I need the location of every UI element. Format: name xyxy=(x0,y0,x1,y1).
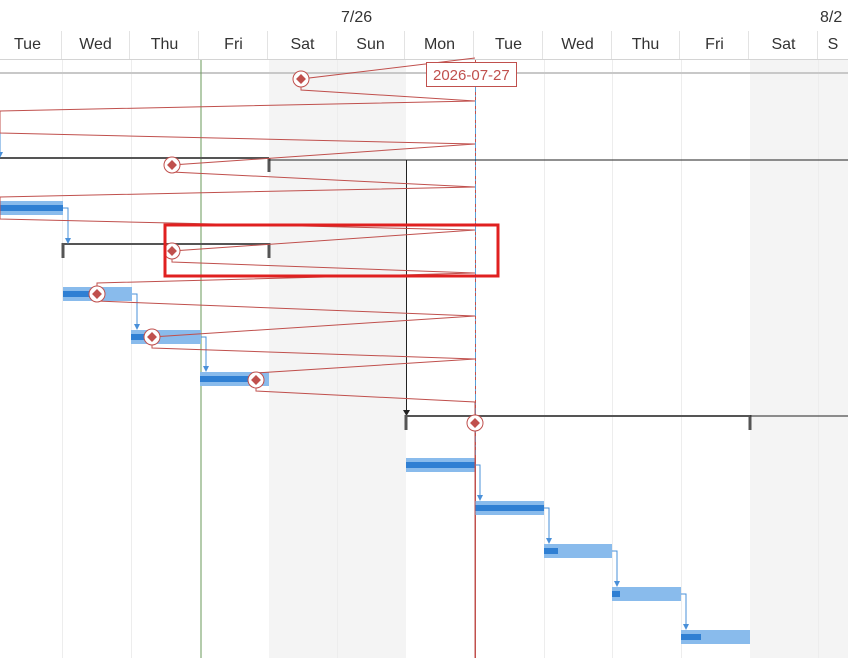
day-header: S xyxy=(827,36,839,53)
dependency-link xyxy=(132,293,138,324)
task-progress xyxy=(475,505,544,511)
header-divider xyxy=(0,59,848,60)
progress-point xyxy=(466,414,484,432)
dependency-arrowhead xyxy=(403,410,410,416)
day-header: Sat xyxy=(750,31,818,59)
status-date-label: 2026-07-27 xyxy=(426,62,517,87)
dependency-link xyxy=(544,507,550,538)
day-header: Fri xyxy=(681,31,749,59)
task-bar[interactable] xyxy=(612,587,681,601)
dependency-arrowhead xyxy=(0,152,3,158)
dependency-link xyxy=(681,593,687,624)
dependency-arrowhead xyxy=(203,366,209,372)
selection-highlight xyxy=(163,223,500,278)
progress-point xyxy=(143,328,161,346)
summary-bars xyxy=(0,157,848,430)
task-progress xyxy=(63,291,97,297)
day-header: Wed xyxy=(544,31,612,59)
task-progress xyxy=(406,462,475,468)
task-progress xyxy=(0,205,63,211)
progress-point xyxy=(163,242,181,260)
day-gridline xyxy=(681,60,682,658)
progress-point xyxy=(163,156,181,174)
day-gridline xyxy=(612,60,613,658)
day-header: Wed xyxy=(62,31,130,59)
task-progress xyxy=(681,634,701,640)
day-header: Mon xyxy=(406,31,474,59)
task-bar[interactable] xyxy=(681,630,750,644)
day-gridline xyxy=(62,60,63,658)
dependency-link xyxy=(475,464,481,495)
day-header: Sun xyxy=(337,31,405,59)
progress-markers xyxy=(88,70,484,432)
dependency-arrowheads xyxy=(0,152,689,630)
day-gridline xyxy=(544,60,545,658)
dependency-arrowhead xyxy=(614,581,620,587)
day-header: Thu xyxy=(612,31,680,59)
timescale-header: 7/26 8/2 Tue Wed Thu Fri Sat Sun Mon Tue… xyxy=(0,0,848,60)
dependency-link xyxy=(201,336,207,366)
task-progress xyxy=(612,591,620,597)
week-label: 8/2 xyxy=(820,9,843,26)
day-header: Sat xyxy=(269,31,337,59)
dependency-links xyxy=(0,118,687,624)
progress-point xyxy=(88,285,106,303)
dependency-link xyxy=(63,207,69,238)
task-bar[interactable] xyxy=(544,544,612,558)
progress-point xyxy=(292,70,310,88)
progress-point xyxy=(247,371,265,389)
day-header: Tue xyxy=(0,31,62,59)
progress-line xyxy=(0,57,476,658)
task-progress xyxy=(200,376,256,382)
day-header: Thu xyxy=(131,31,199,59)
task-progress xyxy=(544,548,558,554)
week-label: 7/26 xyxy=(341,9,373,26)
day-header: Tue xyxy=(475,31,543,59)
dependency-arrowhead xyxy=(683,624,689,630)
dependency-arrowhead xyxy=(546,538,552,544)
day-gridline xyxy=(337,60,338,658)
day-gridline xyxy=(131,60,132,658)
day-header: Fri xyxy=(200,31,268,59)
task-bars xyxy=(0,201,750,644)
dependency-arrowhead xyxy=(134,324,140,330)
day-gridline xyxy=(818,60,819,658)
dependency-arrowhead xyxy=(477,495,483,501)
task-progress xyxy=(131,334,152,340)
dependency-link xyxy=(612,550,618,581)
dependency-arrowhead xyxy=(65,238,71,244)
